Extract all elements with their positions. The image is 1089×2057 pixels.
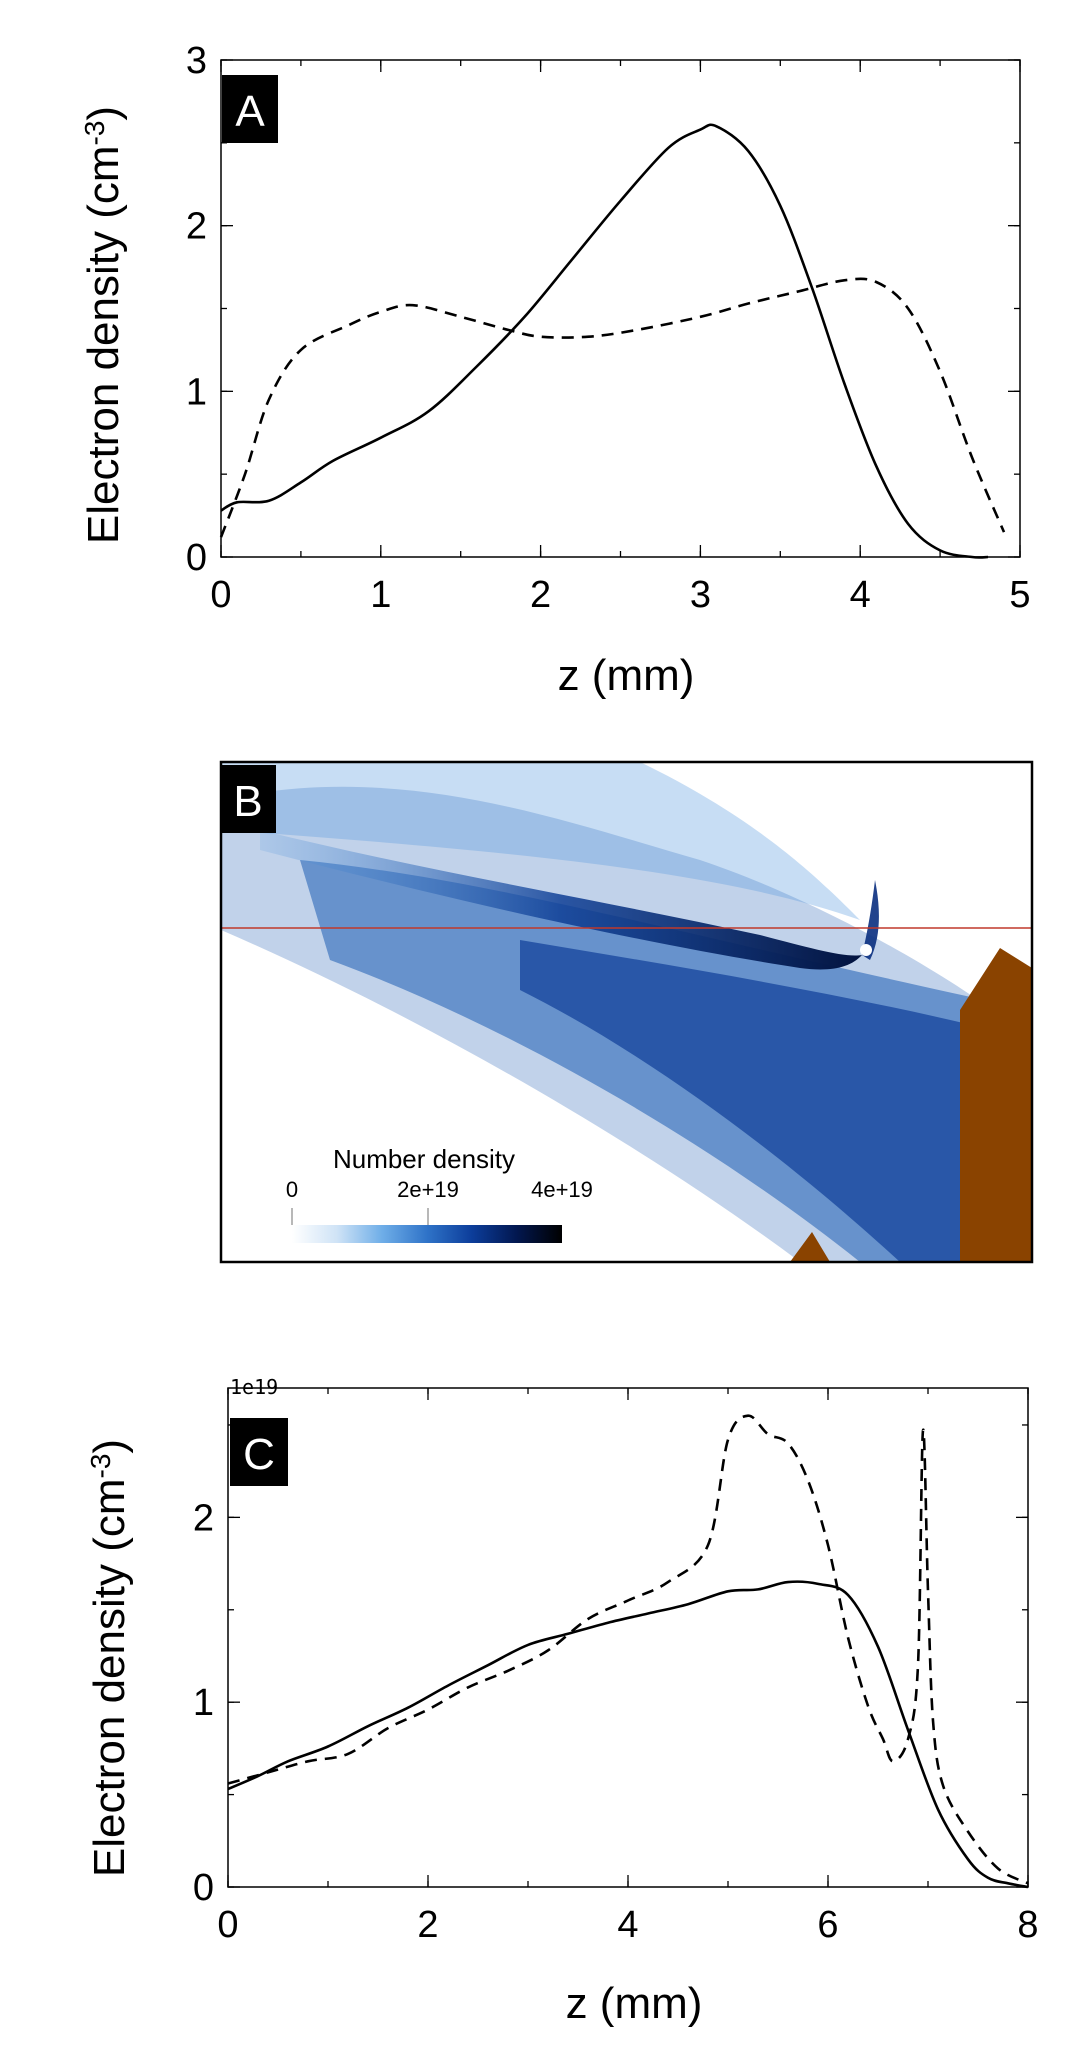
panel-b-density-map: B Number density 0 2e+19 4e+19 [219, 760, 1034, 1264]
panel-c-x-axis-label: z (mm) [566, 1979, 703, 2028]
panel-a-x-tick-label: 5 [1009, 574, 1030, 616]
panel-a-x-tick-label: 2 [530, 574, 551, 616]
panel-b-frame [219, 760, 1034, 1264]
panel-a-series [219, 123, 1006, 559]
panel-c-label-box: C [230, 1418, 288, 1486]
panel-a-y-tick-label: 1 [186, 371, 207, 413]
colorbar-tick-label: 2e+19 [397, 1177, 459, 1202]
panel-a-y-tick-label: 2 [186, 206, 207, 248]
panel-a-y-axis-label: Electron density (cm-3) [79, 106, 128, 544]
colorbar-tick-label: 0 [286, 1177, 298, 1202]
panel-c-series [227, 1414, 1029, 1889]
panel-c-x-tick-label: 2 [417, 1904, 438, 1946]
panel-c-y-tick-label: 2 [193, 1497, 214, 1539]
panel-c-y-tick-label: 0 [193, 1867, 214, 1909]
colorbar: Number density 0 2e+19 4e+19 [286, 1144, 593, 1243]
panel-c-x-tick-label: 8 [1017, 1904, 1038, 1946]
panel-c-axes: 0 2 4 6 8 0 1 2 [193, 1388, 1039, 1946]
panel-c-y-tick-label: 1 [193, 1682, 214, 1724]
panel-a-solid-series-line [220, 123, 989, 559]
colorbar-gradient [292, 1225, 562, 1243]
panel-a-y-tick-label: 3 [186, 40, 207, 82]
nozzle-wedge-bottom [790, 1232, 830, 1262]
panel-a-x-tick-label: 1 [370, 574, 391, 616]
shock-band [260, 830, 862, 970]
panel-c-x-tick-label: 0 [217, 1904, 238, 1946]
panel-c-dashed-series-line [227, 1414, 1029, 1885]
panel-c-plot-frame [227, 1387, 1029, 1888]
colorbar-tick-label: 4e+19 [531, 1177, 593, 1202]
panel-a-plot-frame [220, 59, 1021, 558]
panel-c-x-tick-label: 4 [617, 1904, 638, 1946]
nozzle-wedge-right [960, 948, 1032, 1262]
panel-a-label-box: A [222, 75, 278, 143]
panel-a-axes: 0 1 2 3 4 5 0 1 2 3 [186, 40, 1031, 616]
panel-a-x-tick-label: 0 [210, 574, 231, 616]
panel-a-dashed-series-line [219, 277, 1006, 538]
panel-c-y-axis-label: Electron density (cm-3) [85, 1439, 134, 1877]
panel-b-label: B [233, 777, 262, 826]
panel-a-x-axis-label: z (mm) [558, 651, 695, 700]
panel-a-y-tick-label: 0 [186, 537, 207, 579]
panel-c-x-tick-label: 6 [817, 1904, 838, 1946]
panel-c-label: C [243, 1430, 275, 1479]
colorbar-title: Number density [333, 1144, 515, 1174]
panel-a-x-tick-label: 3 [690, 574, 711, 616]
panel-a-label: A [235, 87, 265, 136]
panel-c-chart: 0 2 4 6 8 0 1 2 1e19 C z (mm) Electron density … [85, 1375, 1039, 2028]
panel-c-offset-label: 1e19 [230, 1375, 278, 1399]
panel-a-x-tick-label: 4 [850, 574, 871, 616]
panel-a-chart: 0 1 2 3 4 5 0 1 2 3 A z (mm) Electron density (cm… [79, 40, 1031, 700]
panel-b-label-box: B [220, 765, 276, 833]
panel-c-solid-series-line [227, 1580, 1029, 1889]
